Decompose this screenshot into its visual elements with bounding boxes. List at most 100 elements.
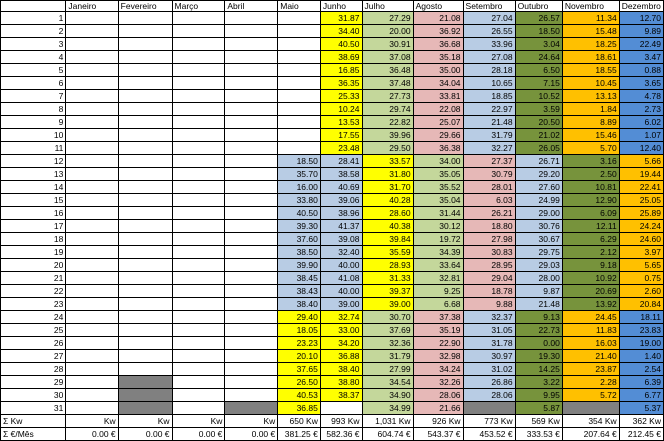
value-cell[interactable]: 39.08 [319, 232, 363, 246]
value-cell[interactable]: 38.58 [319, 167, 363, 181]
value-cell[interactable]: 27.04 [462, 11, 516, 25]
value-cell[interactable]: 17.55 [319, 128, 363, 142]
value-cell[interactable] [65, 180, 119, 194]
value-cell[interactable]: 27.37 [462, 154, 516, 168]
value-cell[interactable] [277, 63, 321, 77]
value-cell[interactable]: 6.77 [618, 388, 664, 402]
value-cell[interactable] [117, 11, 173, 25]
value-cell[interactable]: 27.98 [462, 232, 516, 246]
value-cell[interactable] [171, 323, 226, 337]
value-cell[interactable] [117, 232, 173, 246]
value-cell[interactable]: 32.27 [462, 141, 516, 155]
value-cell[interactable] [65, 37, 119, 51]
value-cell[interactable]: 38.45 [277, 271, 321, 285]
value-cell[interactable] [277, 24, 321, 38]
value-cell[interactable] [224, 63, 279, 77]
value-cell[interactable]: 3.65 [618, 76, 664, 90]
value-cell[interactable] [224, 323, 279, 337]
value-cell[interactable]: 21.48 [514, 297, 563, 311]
day-number-cell[interactable]: 23 [0, 297, 67, 311]
day-number-cell[interactable]: 26 [0, 336, 67, 350]
value-cell[interactable]: 6.03 [462, 193, 516, 207]
value-cell[interactable] [277, 11, 321, 25]
value-cell[interactable]: 35.52 [412, 180, 464, 194]
value-cell[interactable]: 22.73 [514, 323, 563, 337]
value-cell[interactable] [171, 115, 226, 129]
value-cell[interactable]: 7.15 [514, 76, 563, 90]
value-cell[interactable]: 41.37 [319, 219, 363, 233]
value-cell[interactable]: 9.18 [561, 258, 620, 272]
value-cell[interactable] [171, 128, 226, 142]
day-number-cell[interactable]: 5 [0, 63, 67, 77]
value-cell[interactable]: 10.81 [561, 180, 620, 194]
total-kw-row-cell[interactable]: 362 Kw [618, 414, 664, 428]
value-cell[interactable]: 23.48 [319, 141, 363, 155]
value-cell[interactable]: 26.50 [277, 375, 321, 389]
value-cell[interactable] [117, 102, 173, 116]
day-number-cell[interactable]: 16 [0, 206, 67, 220]
value-cell[interactable]: 30.83 [462, 245, 516, 259]
value-cell[interactable]: 2.60 [618, 284, 664, 298]
value-cell[interactable] [224, 180, 279, 194]
value-cell[interactable]: 16.00 [277, 180, 321, 194]
value-cell[interactable] [561, 401, 620, 415]
value-cell[interactable]: 38.40 [319, 362, 363, 376]
day-number-cell[interactable]: 19 [0, 245, 67, 259]
value-cell[interactable]: 32.74 [319, 310, 363, 324]
value-cell[interactable]: 26.05 [514, 141, 563, 155]
value-cell[interactable] [277, 76, 321, 90]
value-cell[interactable]: 22.82 [361, 115, 414, 129]
total-kw-row-cell[interactable]: Kw [224, 414, 279, 428]
value-cell[interactable] [117, 37, 173, 51]
value-cell[interactable]: 21.08 [412, 11, 464, 25]
month-header-setembro[interactable]: Setembro [462, 0, 516, 12]
value-cell[interactable] [224, 141, 279, 155]
value-cell[interactable] [65, 284, 119, 298]
value-cell[interactable] [171, 76, 226, 90]
value-cell[interactable]: 39.90 [277, 258, 321, 272]
value-cell[interactable]: 29.50 [361, 141, 414, 155]
value-cell[interactable]: 30.97 [462, 349, 516, 363]
day-number-cell[interactable]: 14 [0, 180, 67, 194]
value-cell[interactable] [171, 141, 226, 155]
value-cell[interactable]: 21.40 [561, 349, 620, 363]
value-cell[interactable]: 20.69 [561, 284, 620, 298]
value-cell[interactable]: 3.47 [618, 50, 664, 64]
value-cell[interactable]: 31.87 [319, 11, 363, 25]
value-cell[interactable]: 30.12 [412, 219, 464, 233]
value-cell[interactable] [65, 297, 119, 311]
value-cell[interactable] [277, 50, 321, 64]
value-cell[interactable]: 10.45 [561, 76, 620, 90]
day-number-cell[interactable]: 12 [0, 154, 67, 168]
value-cell[interactable]: 28.01 [462, 180, 516, 194]
total-eur-row-cell[interactable]: 0.00 € [171, 427, 226, 441]
total-eur-row-cell[interactable]: 381.25 € [277, 427, 321, 441]
value-cell[interactable]: 8.89 [561, 115, 620, 129]
value-cell[interactable]: 33.96 [462, 37, 516, 51]
value-cell[interactable]: 26.21 [462, 206, 516, 220]
value-cell[interactable]: 18.50 [277, 154, 321, 168]
value-cell[interactable] [224, 89, 279, 103]
value-cell[interactable]: 1.40 [618, 349, 664, 363]
value-cell[interactable]: 39.00 [361, 297, 414, 311]
value-cell[interactable] [171, 232, 226, 246]
value-cell[interactable]: 25.05 [618, 193, 664, 207]
value-cell[interactable] [224, 11, 279, 25]
value-cell[interactable]: 40.53 [277, 388, 321, 402]
value-cell[interactable] [171, 336, 226, 350]
value-cell[interactable] [224, 128, 279, 142]
total-kw-row-cell[interactable]: Kw [65, 414, 119, 428]
value-cell[interactable]: 29.40 [277, 310, 321, 324]
total-eur-row-label[interactable]: Σ €/Mês [0, 427, 67, 441]
value-cell[interactable] [171, 258, 226, 272]
value-cell[interactable] [65, 310, 119, 324]
value-cell[interactable] [117, 388, 173, 402]
value-cell[interactable]: 5.70 [561, 141, 620, 155]
value-cell[interactable] [65, 245, 119, 259]
value-cell[interactable]: 21.66 [412, 401, 464, 415]
value-cell[interactable]: 5.37 [618, 401, 664, 415]
value-cell[interactable] [171, 349, 226, 363]
value-cell[interactable] [171, 37, 226, 51]
value-cell[interactable] [171, 362, 226, 376]
value-cell[interactable] [224, 206, 279, 220]
